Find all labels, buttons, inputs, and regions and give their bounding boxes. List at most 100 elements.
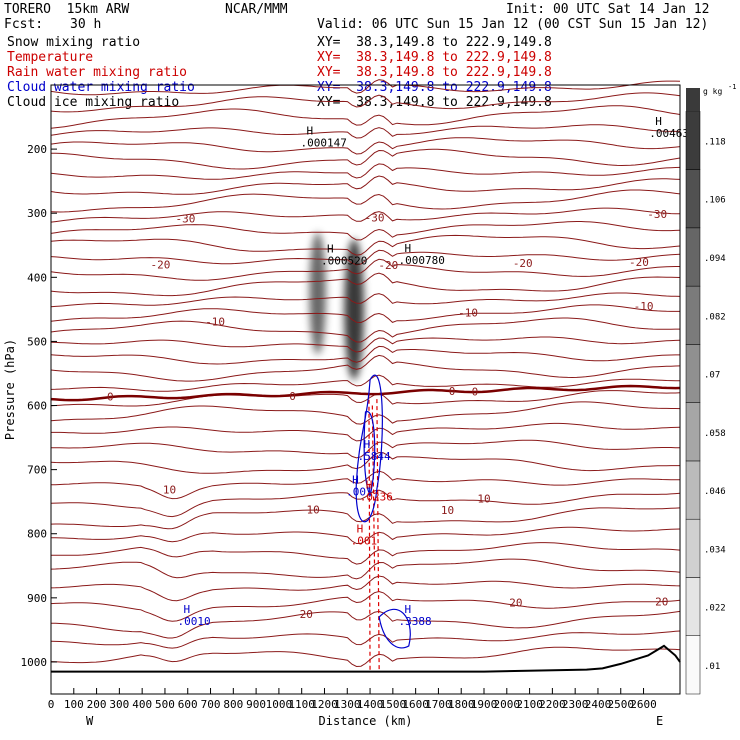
maximum-marker: H — [405, 603, 412, 616]
temperature-label: 0 — [289, 390, 296, 403]
theta-contour — [50, 272, 681, 297]
snow-plume — [344, 238, 364, 380]
colorbar-label: .058 — [704, 429, 726, 439]
maximum-marker: H — [307, 125, 314, 138]
y-tick-label: 700 — [27, 464, 47, 477]
maximum-value: .0010 — [177, 615, 210, 628]
maximum-marker: H — [366, 478, 373, 491]
colorbar-swatch — [685, 111, 701, 170]
freezing-line — [50, 384, 681, 402]
field-name: Rain water mixing ratio — [7, 65, 188, 80]
maximum-marker: H — [655, 115, 662, 128]
theta-contour — [50, 610, 681, 639]
maximum-value: .000520 — [321, 254, 367, 267]
forecast-hours: 30 h — [70, 17, 102, 32]
temperature-label: -20 — [629, 256, 649, 269]
theta-contour — [50, 451, 680, 474]
theta-contour — [50, 630, 681, 649]
x-tick-label: 2500 — [607, 698, 634, 711]
field-name: Temperature — [7, 50, 94, 65]
x-tick-label: 2100 — [516, 698, 543, 711]
maximum-marker: H — [357, 523, 364, 536]
colorbar-label: .046 — [704, 487, 726, 497]
theta-contour — [51, 542, 681, 565]
colorbar-label: .022 — [704, 604, 726, 614]
x-tick-label: 100 — [64, 698, 84, 711]
x-tick-label: 2000 — [494, 698, 521, 711]
cloud-water-contour — [355, 374, 383, 523]
temperature-label: -30 — [647, 208, 667, 221]
temperature-label: 10 — [163, 484, 176, 497]
theta-contour — [50, 345, 680, 365]
colorbar-unit: g kg — [703, 87, 722, 96]
rain-contour — [376, 399, 380, 672]
x-tick-label: 1400 — [357, 698, 384, 711]
x-tick-label: 0 — [48, 698, 55, 711]
theta-contour — [50, 221, 681, 241]
maximum-value: .5844 — [358, 450, 391, 463]
x-tick-label: 1700 — [425, 698, 452, 711]
temperature-label: -20 — [150, 258, 170, 271]
x-tick-label: 1600 — [402, 698, 429, 711]
maximum-marker: H — [352, 473, 359, 486]
theta-contour — [50, 258, 680, 281]
theta-contour — [50, 175, 681, 195]
x-tick-label: 1500 — [380, 698, 407, 711]
x-tick-label: 1800 — [448, 698, 475, 711]
org-label: NCAR/MMM — [225, 2, 288, 17]
theta-contour — [50, 354, 681, 382]
x-tick-label: 2400 — [585, 698, 612, 711]
x-tick-label: 900 — [246, 698, 266, 711]
field-name: Snow mixing ratio — [7, 35, 141, 50]
colorbar-unit-exponent: -1 — [728, 83, 736, 91]
x-tick-label: 200 — [87, 698, 107, 711]
x-tick-label: 2200 — [539, 698, 566, 711]
theta-contour — [50, 137, 681, 155]
valid-time: Valid: 06 UTC Sun 15 Jan 12 (00 CST Sun … — [317, 17, 709, 32]
theta-contour — [50, 317, 680, 343]
maximum-value: .000147 — [301, 137, 347, 150]
theta-contour — [50, 646, 681, 668]
theta-contour — [50, 163, 681, 180]
theta-contour — [50, 207, 681, 223]
colorbar-swatch — [685, 577, 701, 636]
theta-contour — [50, 292, 681, 308]
x-tick-label: 2600 — [630, 698, 657, 711]
y-tick-label: 200 — [27, 143, 47, 156]
theta-contour — [50, 336, 681, 353]
field-xy: XY= 38.3,149.8 to 222.9,149.8 — [317, 65, 552, 80]
colorbar-label: .094 — [704, 254, 726, 264]
cloud-water-contour — [363, 411, 376, 497]
temperature-label: -30 — [365, 212, 385, 225]
x-axis-label: Distance (km) — [319, 714, 413, 728]
maximum-value: .001 — [351, 535, 378, 548]
field-xy: XY= 38.3,149.8 to 222.9,149.8 — [317, 35, 552, 50]
colorbar-swatch — [685, 285, 701, 345]
theta-contour — [50, 304, 680, 324]
colorbar-label: .106 — [704, 196, 726, 206]
temperature-label: -20 — [513, 257, 533, 270]
x-tick-label: 600 — [178, 698, 198, 711]
theta-contour — [51, 422, 681, 442]
theta-contour — [50, 489, 681, 518]
temperature-label: 0 — [449, 385, 456, 398]
init-time: Init: 00 UTC Sat 14 Jan 12 — [506, 2, 710, 17]
y-tick-label: 900 — [27, 592, 47, 605]
temperature-label: -20 — [378, 259, 398, 272]
maximum-value: .000780 — [399, 254, 445, 267]
x-tick-label: 1300 — [334, 698, 361, 711]
colorbar-label: .082 — [704, 312, 726, 322]
theta-contour — [50, 575, 681, 602]
x-tick-label: 1100 — [288, 698, 315, 711]
colorbar-swatch — [685, 169, 701, 229]
maximum-value: .001 — [346, 485, 373, 498]
x-tick-label: 2300 — [562, 698, 589, 711]
y-axis-label: Pressure (hPa) — [3, 339, 17, 440]
temperature-label: -10 — [634, 300, 654, 313]
colorbar-swatch — [685, 635, 701, 695]
temperature-label: 10 — [306, 503, 319, 516]
colorbar-label: .01 — [704, 662, 720, 672]
x-tick-label: 1000 — [266, 698, 293, 711]
maximum-marker: H — [327, 242, 334, 255]
